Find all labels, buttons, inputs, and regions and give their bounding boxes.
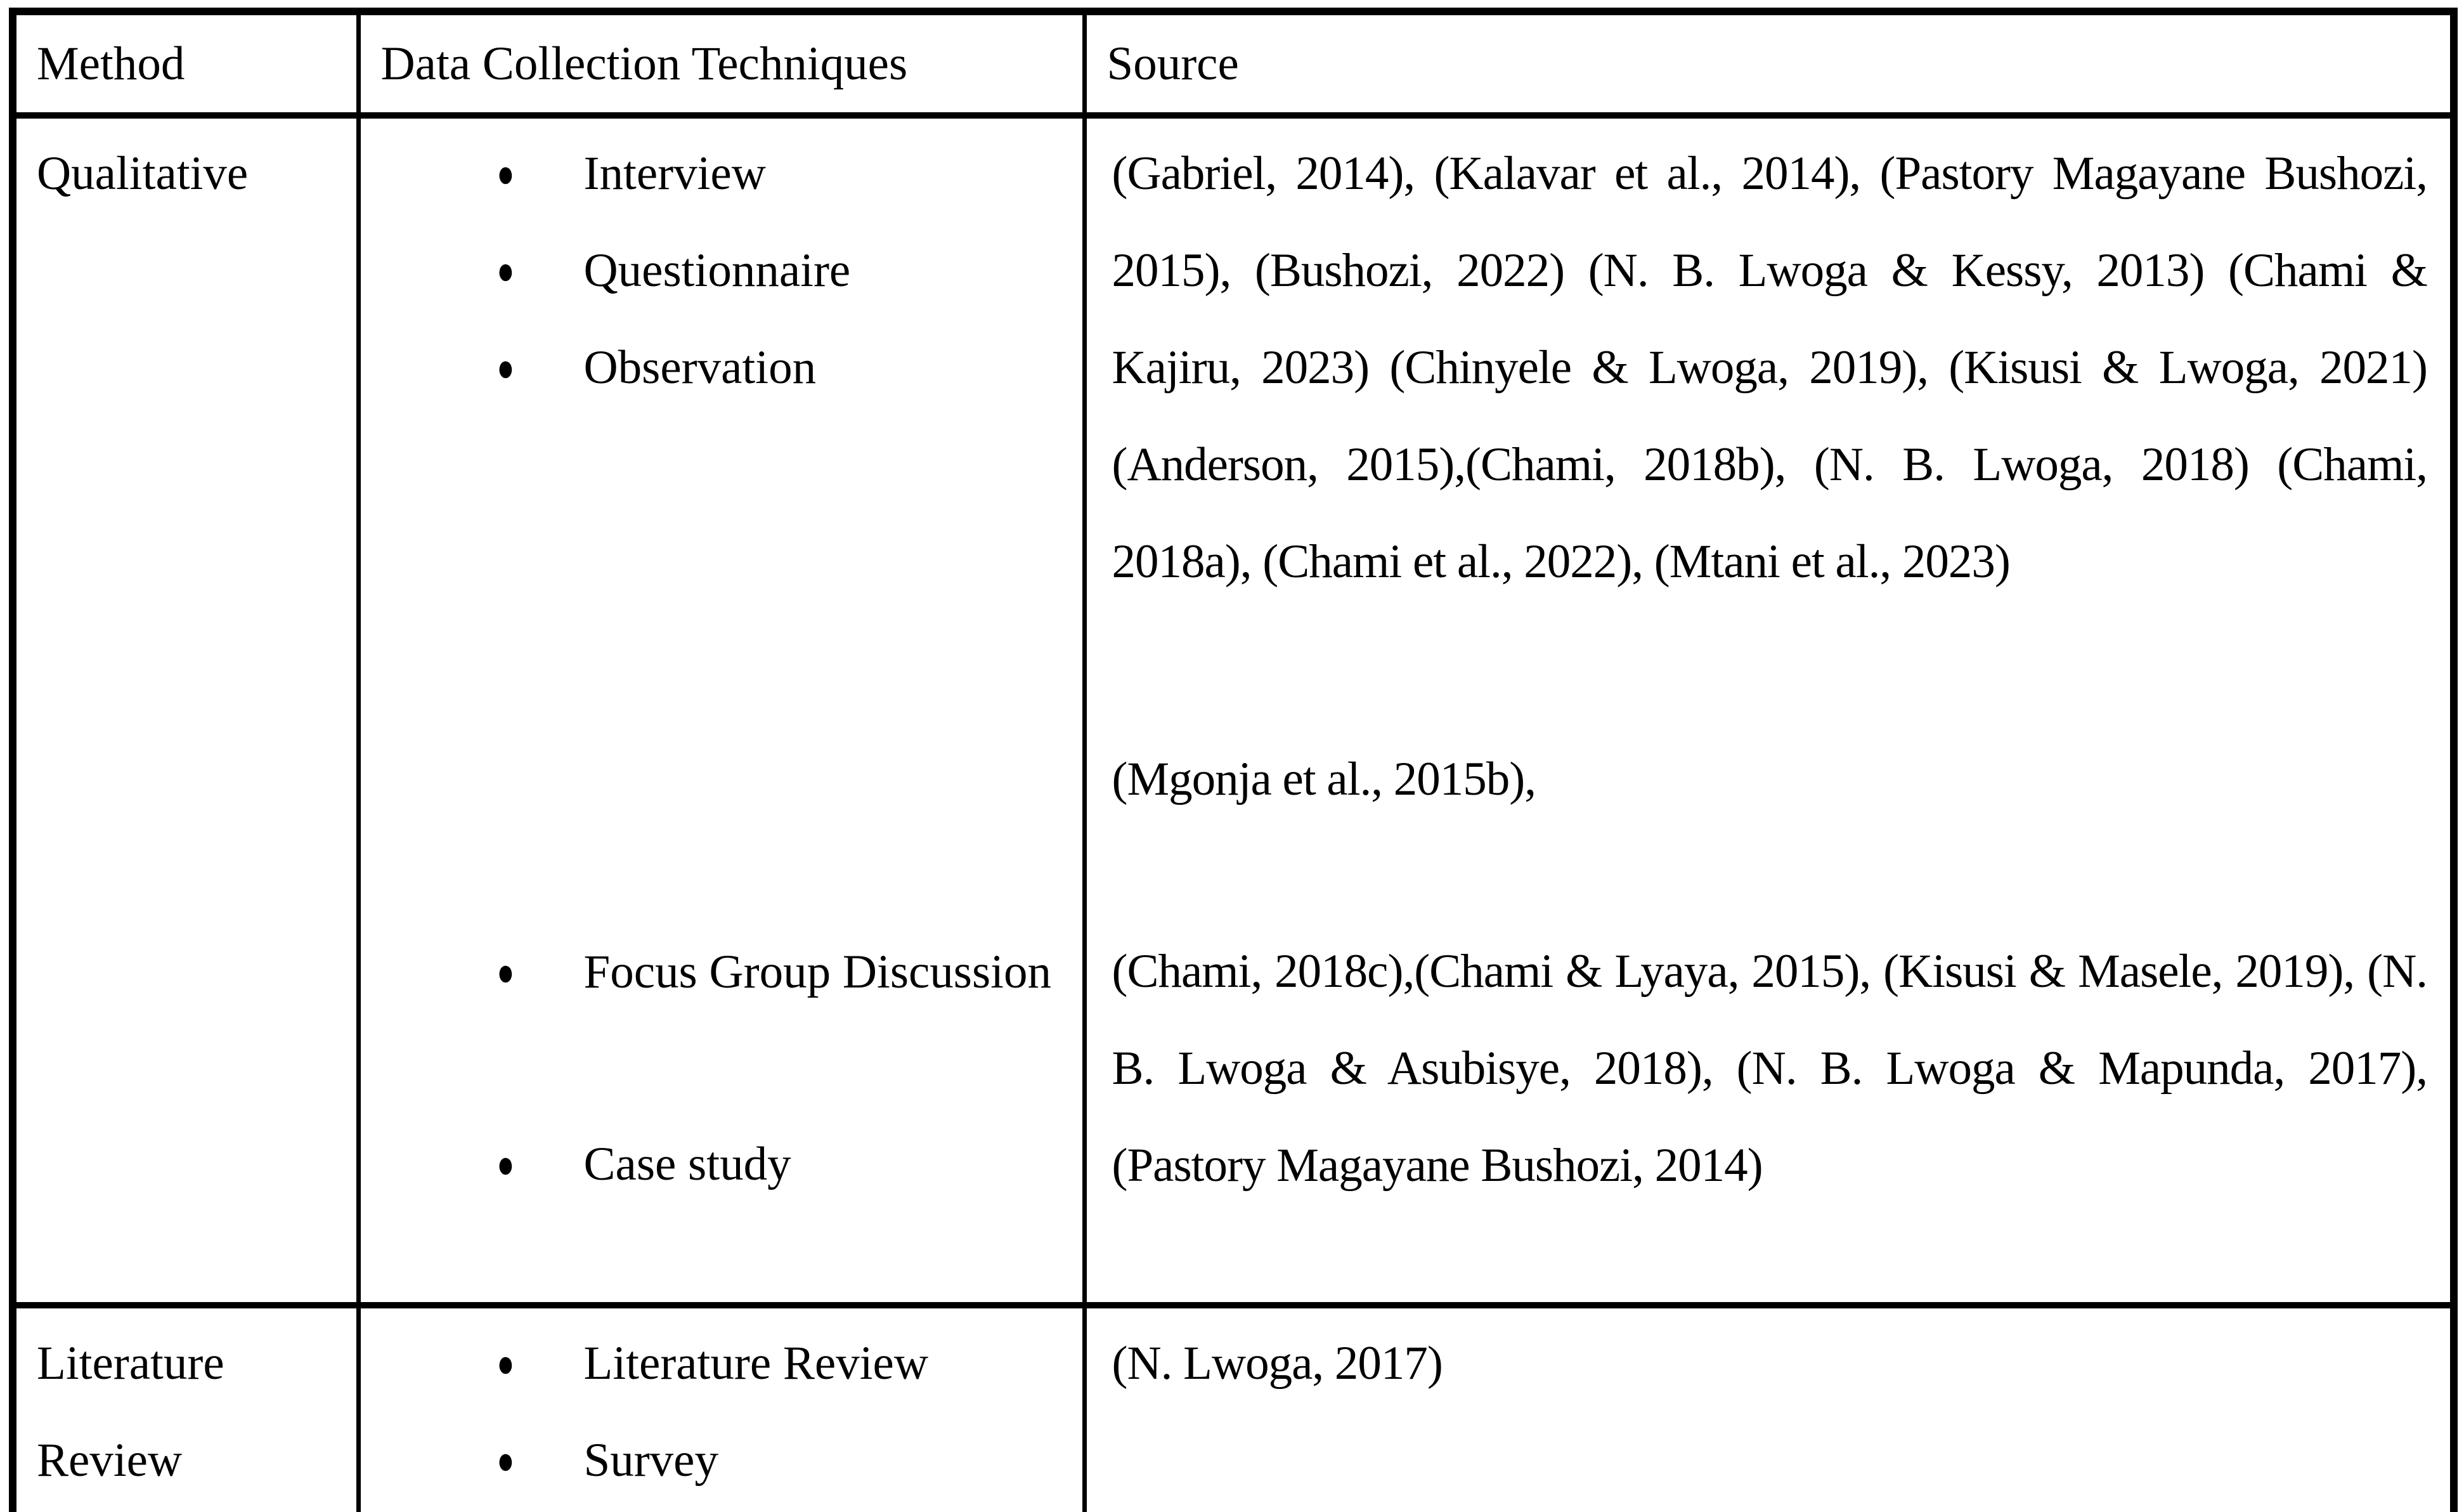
- bullet-icon: ●: [496, 1142, 515, 1186]
- technique-label: Case study: [583, 1138, 791, 1190]
- techniques-cell-qualitative: ● Interview ● Questionnaire ● Observatio…: [356, 112, 1087, 1308]
- technique-item: ● Observation: [363, 319, 1057, 416]
- table-row-literature-review: Literature Review ● Literature Review ● …: [10, 1302, 2456, 1512]
- technique-item: ● Case study: [363, 1116, 1057, 1213]
- column-header-method: Method: [10, 8, 361, 119]
- methods-table: Method Data Collection Techniques Source…: [9, 8, 2458, 1512]
- source-citation-block: (Gabriel, 2014), (Kalavar et al., 2014),…: [1112, 147, 2428, 588]
- table-row-qualitative: Qualitative ● Interview ● Questionnaire …: [10, 112, 2456, 1308]
- technique-label: Interview: [583, 147, 766, 200]
- technique-label: Observation: [583, 341, 817, 394]
- bullet-icon: ●: [496, 950, 515, 994]
- source-citation-block: (N. Lwoga, 2017): [1112, 1337, 1443, 1390]
- bullet-icon: ●: [496, 1438, 515, 1482]
- technique-item: ● Questionnaire: [363, 222, 1057, 319]
- method-cell-literature-review: Literature Review: [10, 1302, 361, 1512]
- technique-label: Focus Group Discussion: [583, 946, 1052, 998]
- column-header-source: Source: [1082, 8, 2456, 119]
- method-label: Literature Review: [37, 1337, 224, 1487]
- bullet-icon: ●: [496, 346, 515, 389]
- technique-label: Survey: [583, 1434, 718, 1487]
- technique-list: ● Interview ● Questionnaire ● Observatio…: [363, 122, 1080, 1213]
- bullet-icon: ●: [496, 152, 515, 195]
- column-header-techniques: Data Collection Techniques: [356, 8, 1087, 119]
- technique-item: ● Interview: [363, 125, 1057, 222]
- bullet-icon: ●: [496, 1341, 515, 1385]
- technique-item: ● Literature Review: [363, 1315, 1057, 1412]
- bullet-icon: ●: [496, 249, 515, 292]
- technique-item: ● Focus Group Discussion: [363, 923, 1057, 1020]
- technique-list: ● Literature Review ● Survey: [363, 1312, 1080, 1509]
- method-label: Qualitative: [37, 147, 249, 200]
- source-cell-literature-review: (N. Lwoga, 2017): [1082, 1302, 2456, 1512]
- method-cell-qualitative: Qualitative: [10, 112, 361, 1308]
- technique-label: Questionnaire: [583, 244, 851, 297]
- technique-label: Literature Review: [583, 1337, 929, 1390]
- source-citation-block: (Chami, 2018c),(Chami & Lyaya, 2015), (K…: [1112, 945, 2428, 1192]
- technique-item: ● Survey: [363, 1412, 1057, 1509]
- source-cell-qualitative: (Gabriel, 2014), (Kalavar et al., 2014),…: [1082, 112, 2456, 1308]
- techniques-cell-literature-review: ● Literature Review ● Survey: [356, 1302, 1087, 1512]
- header-row: Method Data Collection Techniques Source: [10, 8, 2456, 119]
- source-citation-block: (Mgonja et al., 2015b),: [1112, 753, 1537, 805]
